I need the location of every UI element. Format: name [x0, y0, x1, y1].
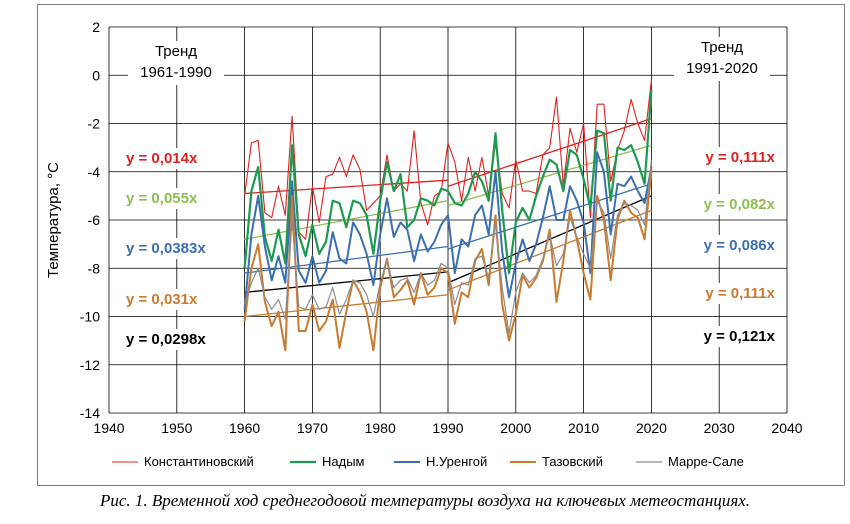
legend-label: Марре-Сале: [668, 454, 744, 469]
trend-line: [244, 271, 449, 294]
series-line: [243, 169, 653, 352]
legend-label: Тазовский: [542, 454, 603, 469]
y-tick-label: -6: [88, 212, 101, 228]
y-axis-label: Температура, °C: [45, 162, 62, 278]
y-tick-label: 2: [92, 19, 100, 35]
x-tick-label: 1960: [229, 420, 260, 436]
y-tick-label: -8: [88, 260, 101, 276]
trend-label-bg: [122, 329, 223, 350]
x-tick-label: 2040: [771, 420, 802, 436]
trend-label: y = 0,111x: [705, 285, 775, 302]
x-tick-label: 2010: [568, 420, 599, 436]
x-tick-label: 2000: [500, 420, 531, 436]
trend-label: y = 0,0298x: [126, 331, 206, 348]
x-tick-label: 2020: [636, 420, 667, 436]
trend-header-bg: [128, 41, 224, 85]
y-tick-label: -14: [80, 405, 100, 421]
trend-label: y = 0,082x: [704, 196, 776, 213]
trend-line: [447, 118, 652, 187]
trend-label-bg: [686, 235, 778, 256]
trend-label: y = 0,111x: [705, 149, 775, 166]
y-tick-label: -12: [80, 357, 100, 373]
x-tick-label: 2030: [704, 420, 735, 436]
y-tick-label: -10: [80, 309, 100, 325]
trend-header-text: Тренд: [155, 43, 197, 60]
trend-line: [447, 183, 652, 250]
trend-label-bg: [122, 238, 223, 259]
trend-label-bg: [686, 194, 778, 215]
trend-label-bg: [686, 326, 778, 347]
trend-label-bg: [122, 289, 214, 310]
trend-label: y = 0,0383x: [126, 240, 206, 257]
axes: 1940 1950 1960 1970 1980 1990 2000 2010 2020 2030…: [45, 19, 803, 436]
trend-line: [447, 209, 652, 291]
trend-label: y = 0,014x: [126, 150, 198, 167]
trend-header-right: Тренд 1991-2020: [674, 37, 770, 81]
trend-label-bg: [686, 147, 778, 168]
trend-header-text: 1991-2020: [686, 60, 758, 77]
trend-label-bg: [122, 188, 214, 209]
series-line: [243, 89, 653, 275]
y-tick-label: 0: [92, 67, 100, 83]
legend: Константиновский Надым Н.Уренгой Тазовский М…: [112, 454, 744, 469]
trend-label-bg: [122, 148, 214, 169]
trend-header-text: Тренд: [701, 39, 743, 56]
x-tick-label: 1980: [365, 420, 396, 436]
series-line: [244, 159, 652, 334]
trend-header-text: 1961-1990: [140, 64, 212, 81]
x-tick-label: 1950: [161, 420, 192, 436]
trend-label: y = 0,121x: [704, 328, 776, 345]
figure-caption: Рис. 1. Временной ход среднегодовой темп…: [99, 491, 751, 510]
trend-annotations: Тренд 1961-1990 Тренд 1991-2020 y = 0,014x y …: [122, 37, 778, 350]
x-tick-label: 1970: [297, 420, 328, 436]
x-tick-label: 1990: [432, 420, 463, 436]
trend-label-bg: [686, 283, 778, 304]
trend-header-bg: [674, 37, 770, 81]
y-tick-label: -4: [88, 164, 101, 180]
legend-label: Константиновский: [144, 454, 254, 469]
trend-header-left: Тренд 1961-1990: [128, 41, 224, 85]
data-series: [243, 80, 653, 352]
y-tick-label: -2: [88, 116, 101, 132]
series-line: [244, 80, 652, 240]
x-tick-label: 1940: [93, 420, 124, 436]
series-line: [243, 151, 653, 310]
trend-line: [244, 179, 449, 195]
legend-label: Н.Уренгой: [426, 454, 487, 469]
temperature-chart: 1940 1950 1960 1970 1980 1990 2000 2010 2020 2030…: [45, 19, 803, 469]
legend-label: Надым: [322, 454, 365, 469]
trend-lines: [244, 118, 652, 318]
trend-label: y = 0,055x: [126, 190, 198, 207]
trend-label: y = 0,086x: [704, 237, 776, 254]
trend-label: y = 0,031x: [126, 291, 198, 308]
